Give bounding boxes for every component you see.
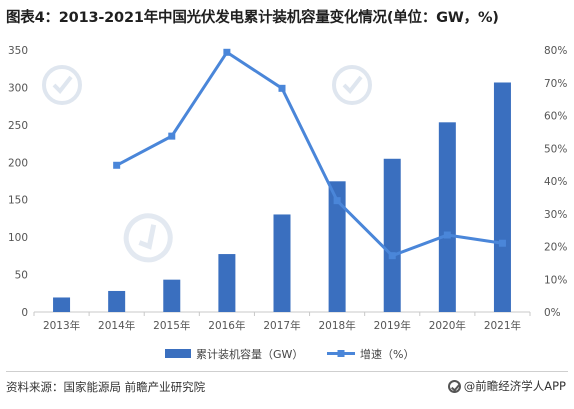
right-axis-tick-label: 80% xyxy=(544,45,567,57)
x-axis-tick-label: 2021年 xyxy=(484,319,521,332)
growth-point xyxy=(278,84,286,92)
growth-line xyxy=(115,50,503,258)
right-axis-tick-label: 40% xyxy=(544,176,567,188)
source-note: 资料来源：国家能源局 前瞻产业研究院 xyxy=(6,380,206,394)
bar xyxy=(438,122,456,312)
bar xyxy=(328,181,346,312)
x-axis-tick-label: 2013年 xyxy=(43,319,80,332)
bar xyxy=(108,290,126,312)
growth-point xyxy=(168,132,176,140)
bar xyxy=(53,297,71,312)
x-axis-tick-label: 2017年 xyxy=(263,319,300,332)
right-axis-tick-label: 50% xyxy=(544,143,567,155)
x-axis-tick-label: 2015年 xyxy=(153,319,190,332)
left-axis-tick-label: 50 xyxy=(15,270,28,282)
growth-point xyxy=(388,252,396,260)
x-axis-tick-label: 2016年 xyxy=(208,319,245,332)
right-axis-tick-label: 60% xyxy=(544,111,567,123)
x-axis-tick-label: 2020年 xyxy=(429,319,466,332)
right-axis-tick-label: 20% xyxy=(544,242,567,254)
bar xyxy=(383,158,401,312)
legend-bar-swatch xyxy=(165,349,191,358)
brand-logo-icon xyxy=(447,379,461,393)
brand-text: @前瞻经济学人APP xyxy=(463,379,566,393)
footer-divider xyxy=(6,371,568,372)
legend-line-label: 增速（%） xyxy=(360,347,414,361)
x-axis-tick-label: 2019年 xyxy=(374,319,411,332)
growth-point xyxy=(333,197,341,205)
left-axis-tick-label: 0 xyxy=(21,307,28,319)
growth-point xyxy=(223,48,231,56)
bar xyxy=(218,254,236,312)
legend-bar-label: 累计装机容量（GW） xyxy=(196,347,303,361)
brand-credit: @前瞻经济学人APP xyxy=(447,378,566,394)
right-axis-tick-label: 0% xyxy=(544,307,561,319)
right-axis-tick-label: 30% xyxy=(544,209,567,221)
legend-line-marker xyxy=(337,350,345,357)
growth-point xyxy=(498,239,506,247)
right-axis-tick-label: 70% xyxy=(544,78,567,90)
bar xyxy=(273,214,291,312)
right-axis-tick-label: 10% xyxy=(544,274,567,286)
chart-title: 图表4：2013-2021年中国光伏发电累计装机容量变化情况(单位：GW，%) xyxy=(6,10,499,26)
bar xyxy=(493,82,511,312)
left-axis-tick-label: 300 xyxy=(8,82,28,94)
left-axis-tick-label: 150 xyxy=(8,195,28,207)
left-axis-tick-label: 200 xyxy=(8,157,28,169)
x-axis-tick-label: 2018年 xyxy=(318,319,355,332)
left-axis-tick-label: 250 xyxy=(8,120,28,132)
x-axis-tick-label: 2014年 xyxy=(98,319,135,332)
left-axis-tick-label: 100 xyxy=(8,232,28,244)
growth-point xyxy=(443,231,451,239)
left-axis-tick-label: 350 xyxy=(8,45,28,57)
chart-svg: 0 50 100 150 200 250 300 350 0% 10% 20% 30% 40% 50% 60… xyxy=(8,45,567,361)
bar xyxy=(163,279,181,312)
growth-point xyxy=(113,161,121,169)
